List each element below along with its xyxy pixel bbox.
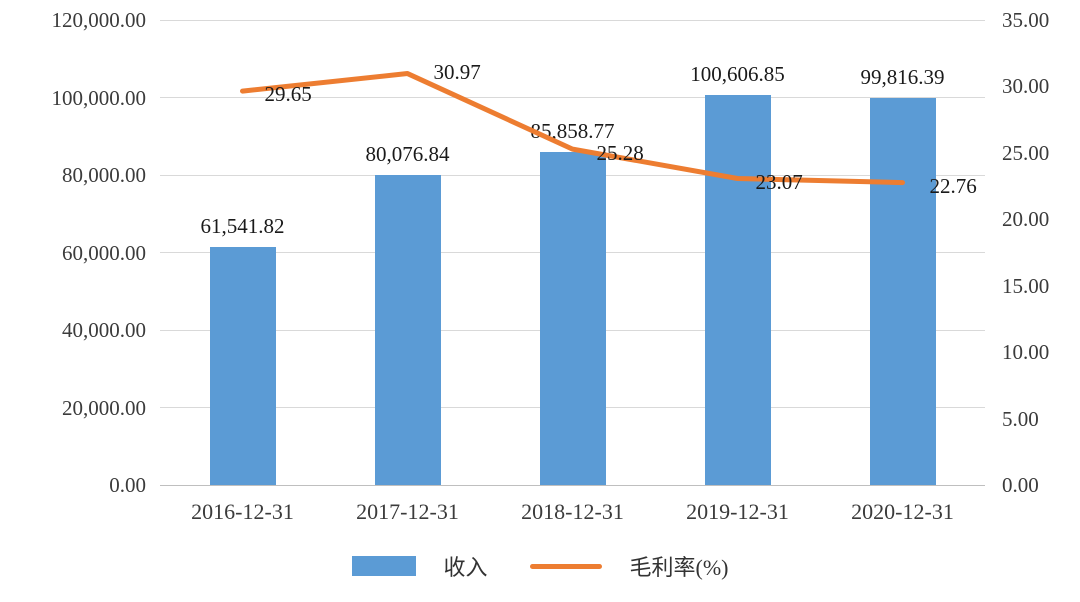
legend: 收入 毛利率(%) bbox=[0, 550, 1080, 582]
legend-line-swatch bbox=[529, 563, 602, 569]
legend-label-revenue: 收入 bbox=[443, 555, 488, 580]
line-point-label: 29.65 bbox=[264, 82, 312, 107]
revenue-bar bbox=[374, 174, 441, 485]
bar-value-label: 80,076.84 bbox=[365, 141, 450, 166]
y-axis-left-tick-label: 20,000.00 bbox=[62, 395, 146, 420]
revenue-bar bbox=[209, 246, 276, 485]
legend-item-revenue: 收入 bbox=[351, 550, 488, 582]
y-axis-left-tick-label: 80,000.00 bbox=[62, 163, 146, 187]
legend-label-gross-margin: 毛利率(%) bbox=[629, 555, 729, 580]
gridline bbox=[160, 484, 985, 486]
y-axis-left-tick-label: 60,000.00 bbox=[62, 240, 146, 265]
x-axis-category-label: 2018-12-31 bbox=[521, 499, 624, 524]
y-axis-right-tick-label: 5.00 bbox=[1002, 406, 1039, 431]
line-point-label: 25.28 bbox=[596, 141, 644, 166]
y-axis-right-tick-label: 35.00 bbox=[1002, 8, 1050, 32]
y-axis-right-tick-label: 10.00 bbox=[1002, 340, 1050, 365]
y-axis-right-tick-label: 20.00 bbox=[1002, 207, 1050, 232]
revenue-bar bbox=[869, 98, 936, 485]
x-axis-category-label: 2019-12-31 bbox=[686, 499, 789, 524]
y-axis-right-tick-label: 0.00 bbox=[1002, 473, 1039, 497]
x-axis-category-label: 2017-12-31 bbox=[356, 499, 459, 524]
line-point-label: 22.76 bbox=[929, 173, 977, 198]
revenue-bar bbox=[704, 95, 771, 485]
y-axis-right-tick-label: 15.00 bbox=[1002, 273, 1050, 298]
revenue-bar bbox=[539, 152, 606, 485]
y-axis-left-tick-label: 40,000.00 bbox=[62, 318, 146, 342]
y-axis-right-tick-label: 25.00 bbox=[1002, 140, 1050, 165]
legend-bar-swatch bbox=[351, 556, 416, 576]
x-axis-category-label: 2016-12-31 bbox=[191, 499, 294, 524]
bar-value-label: 99,816.39 bbox=[860, 65, 945, 90]
y-axis-left-tick-label: 120,000.00 bbox=[51, 8, 147, 32]
gridline bbox=[160, 19, 985, 21]
y-axis-left-tick-label: 100,000.00 bbox=[51, 85, 147, 110]
x-axis-category-label: 2020-12-31 bbox=[851, 499, 954, 524]
legend-item-gross-margin: 毛利率(%) bbox=[529, 550, 729, 582]
line-point-label: 23.07 bbox=[755, 170, 803, 195]
y-axis-left-tick-label: 0.00 bbox=[109, 473, 146, 497]
bar-value-label: 61,541.82 bbox=[200, 213, 285, 238]
bar-value-label: 100,606.85 bbox=[690, 62, 785, 87]
line-point-label: 30.97 bbox=[433, 59, 481, 84]
y-axis-right-tick-label: 30.00 bbox=[1002, 74, 1050, 99]
